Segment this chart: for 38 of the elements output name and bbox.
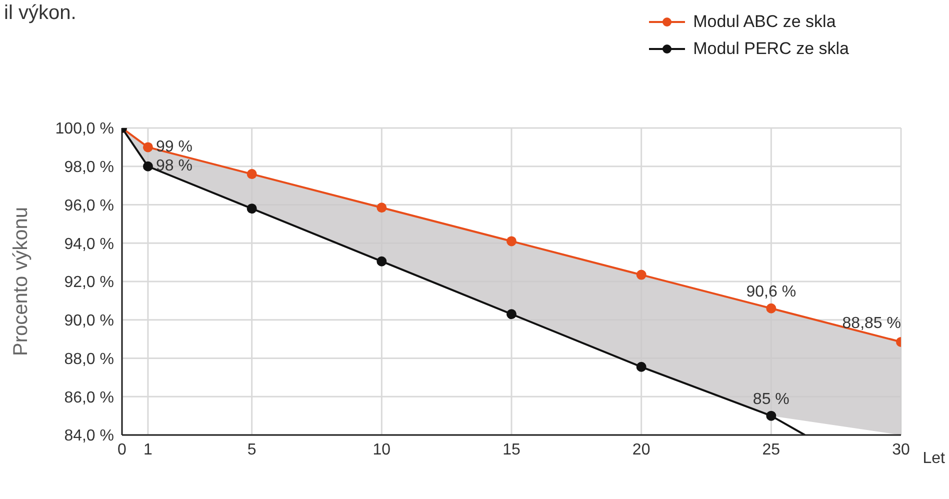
point: [766, 410, 776, 421]
point: [766, 303, 776, 314]
x-axis-title: Let: [922, 450, 946, 467]
chart-title: il výkon.: [4, 2, 76, 25]
y-tick-label: 86,0 %: [64, 389, 114, 406]
point: [636, 362, 646, 372]
x-tick-label: 5: [247, 441, 256, 458]
x-tick-label: 1: [144, 441, 153, 458]
point: [506, 309, 516, 320]
point: [506, 236, 516, 246]
point: [246, 169, 257, 180]
x-tick-label: 25: [762, 441, 780, 458]
y-tick-label: 92,0 %: [64, 274, 114, 292]
x-tick-label: 10: [372, 441, 391, 458]
legend-label: Modul ABC ze skla: [693, 12, 836, 32]
data-label: 90,6 %: [746, 283, 796, 300]
data-label: 98 %: [156, 158, 192, 175]
point: [246, 204, 257, 214]
x-tick-label: 0: [118, 441, 127, 458]
point: [376, 202, 387, 213]
y-tick-label: 90,0 %: [64, 312, 114, 330]
point: [142, 161, 153, 172]
x-tick-label: 30: [892, 441, 910, 458]
point: [636, 270, 646, 280]
point: [142, 142, 153, 152]
y-tick-label: 96,0 %: [64, 197, 114, 214]
y-tick-label: 100,0 %: [55, 120, 114, 138]
y-tick-label: 94,0 %: [64, 236, 114, 253]
legend-label: Modul PERC ze skla: [693, 38, 849, 58]
data-label: 88,85 %: [842, 314, 901, 332]
x-tick-label: 15: [502, 441, 520, 458]
data-label: 85 %: [752, 390, 790, 408]
y-axis-title: Procento výkonu: [10, 207, 32, 356]
y-tick-label: 84,0 %: [64, 428, 114, 445]
x-tick-label: 20: [632, 441, 650, 458]
y-tick-label: 88,0 %: [64, 350, 114, 368]
y-tick-label: 98,0 %: [64, 159, 114, 176]
point: [376, 256, 387, 266]
